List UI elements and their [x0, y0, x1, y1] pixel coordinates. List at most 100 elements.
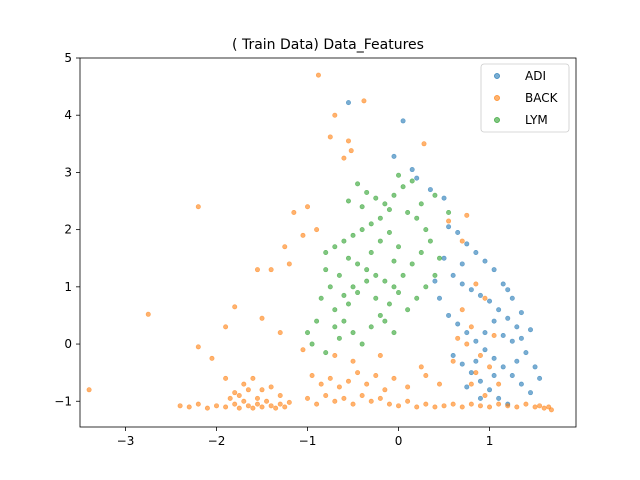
lym-point: [323, 267, 329, 273]
back-point: [423, 401, 429, 407]
back-point: [254, 401, 260, 407]
back-point: [327, 134, 333, 140]
back-point: [514, 404, 520, 410]
adi-point: [459, 361, 465, 367]
adi-point: [514, 358, 520, 364]
back-point: [204, 405, 210, 411]
back-point: [214, 403, 220, 409]
adi-point: [532, 364, 538, 370]
back-point: [268, 403, 274, 409]
lym-point: [323, 350, 329, 356]
lym-point: [446, 209, 452, 215]
x-tick-label: −2: [208, 434, 226, 448]
back-point: [259, 387, 265, 393]
back-point: [468, 324, 474, 330]
legend-label-lym: LYM: [525, 113, 548, 127]
back-point: [436, 381, 442, 387]
back-point: [236, 393, 242, 399]
back-point: [477, 403, 483, 409]
lym-point: [396, 290, 402, 296]
back-point: [482, 393, 488, 399]
y-axis: −1 0 1 2 3 4 5: [54, 51, 80, 408]
chart-title: ( Train Data) Data_Features: [232, 37, 424, 53]
adi-point: [477, 378, 483, 384]
back-point: [245, 387, 251, 393]
back-point: [227, 395, 233, 401]
back-point: [473, 281, 479, 287]
lym-point: [373, 272, 379, 278]
adi-point: [427, 187, 433, 193]
adi-point: [509, 373, 515, 379]
lym-point: [364, 189, 370, 195]
back-point: [345, 138, 351, 144]
lym-point: [405, 209, 411, 215]
back-point: [145, 311, 151, 317]
back-point: [459, 307, 465, 313]
adi-point: [500, 332, 506, 338]
back-point: [459, 404, 465, 410]
adi-point: [464, 330, 470, 336]
back-point: [254, 267, 260, 273]
lym-point: [309, 341, 315, 347]
lym-point: [432, 192, 438, 198]
adi-point: [464, 384, 470, 390]
adi-point: [491, 267, 497, 273]
series-adi: [345, 100, 543, 407]
back-point: [259, 404, 265, 410]
back-point: [232, 304, 238, 310]
back-point: [537, 403, 543, 409]
adi-point: [487, 387, 493, 393]
legend-marker-back: [494, 95, 500, 101]
back-point: [250, 405, 256, 411]
adi-point: [455, 321, 461, 327]
adi-point: [505, 287, 511, 293]
back-point: [364, 381, 370, 387]
back-point: [496, 401, 502, 407]
back-point: [86, 387, 92, 393]
adi-point: [509, 338, 515, 344]
back-point: [391, 375, 397, 381]
back-point: [305, 204, 311, 210]
back-point: [382, 387, 388, 393]
lym-point: [364, 267, 370, 273]
lym-point: [423, 284, 429, 290]
back-point: [421, 141, 427, 147]
back-point: [491, 332, 497, 338]
back-point: [459, 238, 465, 244]
adi-point: [518, 310, 524, 316]
lym-point: [396, 172, 402, 178]
lym-point: [332, 244, 338, 250]
back-point: [300, 232, 306, 238]
back-point: [268, 384, 274, 390]
y-tick-label: 2: [64, 223, 72, 237]
lym-point: [314, 318, 320, 324]
lym-point: [345, 198, 351, 204]
back-point: [359, 393, 365, 399]
lym-point: [377, 215, 383, 221]
back-point: [259, 315, 265, 321]
lym-point: [391, 330, 397, 336]
y-tick-label: 4: [64, 108, 72, 122]
back-point: [323, 393, 329, 399]
lym-point: [391, 284, 397, 290]
lym-point: [386, 229, 392, 235]
adi-point: [482, 347, 488, 353]
adi-point: [464, 241, 470, 247]
series-back: [86, 72, 554, 413]
back-point: [414, 404, 420, 410]
lym-point: [332, 324, 338, 330]
back-point: [250, 375, 256, 381]
adi-point: [473, 250, 479, 256]
lym-point: [332, 307, 338, 313]
lym-point: [382, 278, 388, 284]
legend-marker-lym: [494, 117, 500, 123]
back-point: [273, 405, 279, 411]
back-point: [468, 381, 474, 387]
back-point: [473, 370, 479, 376]
lym-point: [341, 318, 347, 324]
back-point: [277, 401, 283, 407]
back-point: [300, 347, 306, 353]
adi-point: [523, 350, 529, 356]
adi-point: [514, 324, 520, 330]
